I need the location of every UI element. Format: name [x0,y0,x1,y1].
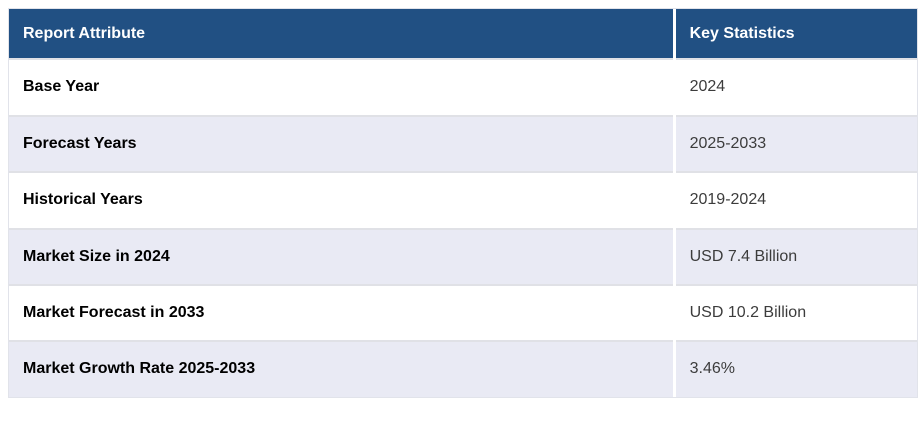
value-cell-market-size: USD 7.4 Billion [674,227,917,285]
attribute-cell-forecast-years: Forecast Years [9,114,676,173]
key-statistics-table: Report Attribute Key Statistics Base Yea… [9,9,917,397]
table-row: Market Forecast in 2033 USD 10.2 Billion [9,283,917,342]
table-row: Market Size in 2024 USD 7.4 Billion [9,227,917,285]
attribute-cell-historical-years: Historical Years [9,171,676,229]
value-cell-forecast-years: 2025-2033 [674,114,917,173]
attribute-cell-market-forecast: Market Forecast in 2033 [9,283,676,342]
value-cell-market-forecast: USD 10.2 Billion [674,283,917,342]
attribute-cell-base-year: Base Year [9,58,676,116]
header-cell-report-attribute: Report Attribute [9,9,676,60]
value-cell-growth-rate: 3.46% [674,340,917,397]
attribute-cell-growth-rate: Market Growth Rate 2025-2033 [9,340,676,397]
table-row: Historical Years 2019-2024 [9,171,917,229]
report-statistics-table: Report Attribute Key Statistics Base Yea… [8,8,918,398]
table-row: Base Year 2024 [9,58,917,116]
header-cell-key-statistics: Key Statistics [674,9,917,60]
attribute-cell-market-size: Market Size in 2024 [9,227,676,285]
value-cell-base-year: 2024 [674,58,917,116]
table-header-row: Report Attribute Key Statistics [9,9,917,60]
table-row: Forecast Years 2025-2033 [9,114,917,173]
table-row: Market Growth Rate 2025-2033 3.46% [9,340,917,397]
value-cell-historical-years: 2019-2024 [674,171,917,229]
